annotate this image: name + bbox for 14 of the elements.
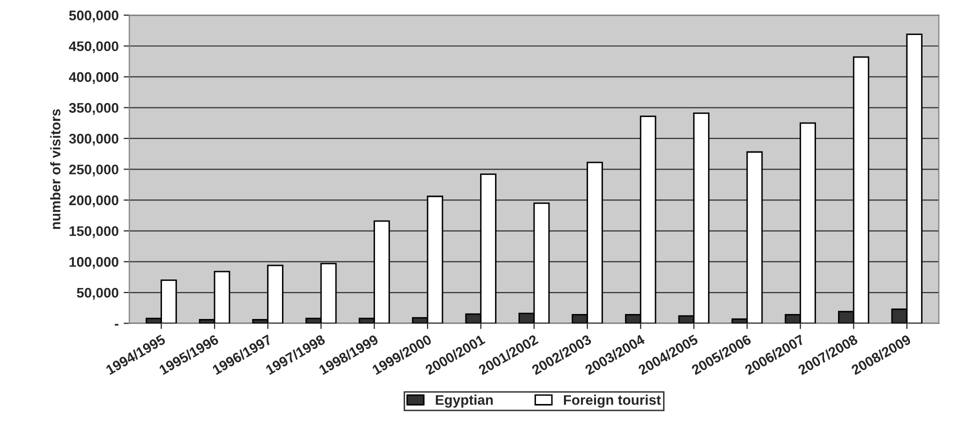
y-tick-label: 400,000 (68, 72, 118, 84)
y-tick-label: 50,000 (76, 288, 118, 300)
y-tick-label: 150,000 (70, 226, 118, 238)
y-tick-label: 250,000 (69, 164, 118, 176)
y-tick-label: - (114, 324, 118, 326)
y-tick-label: 200,000 (69, 195, 118, 208)
legend-label: Egyptian (436, 394, 493, 408)
y-tick-label: 350,000 (69, 102, 118, 115)
y-tick-label: 500,000 (69, 10, 118, 22)
y-tick-label: 450,000 (68, 41, 118, 54)
y-axis-title: number of visitors (50, 109, 60, 229)
y-tick-label: 300,000 (69, 134, 118, 146)
y-tick-label: 100,000 (70, 257, 118, 269)
legend-label: Foreign tourist (564, 394, 661, 408)
